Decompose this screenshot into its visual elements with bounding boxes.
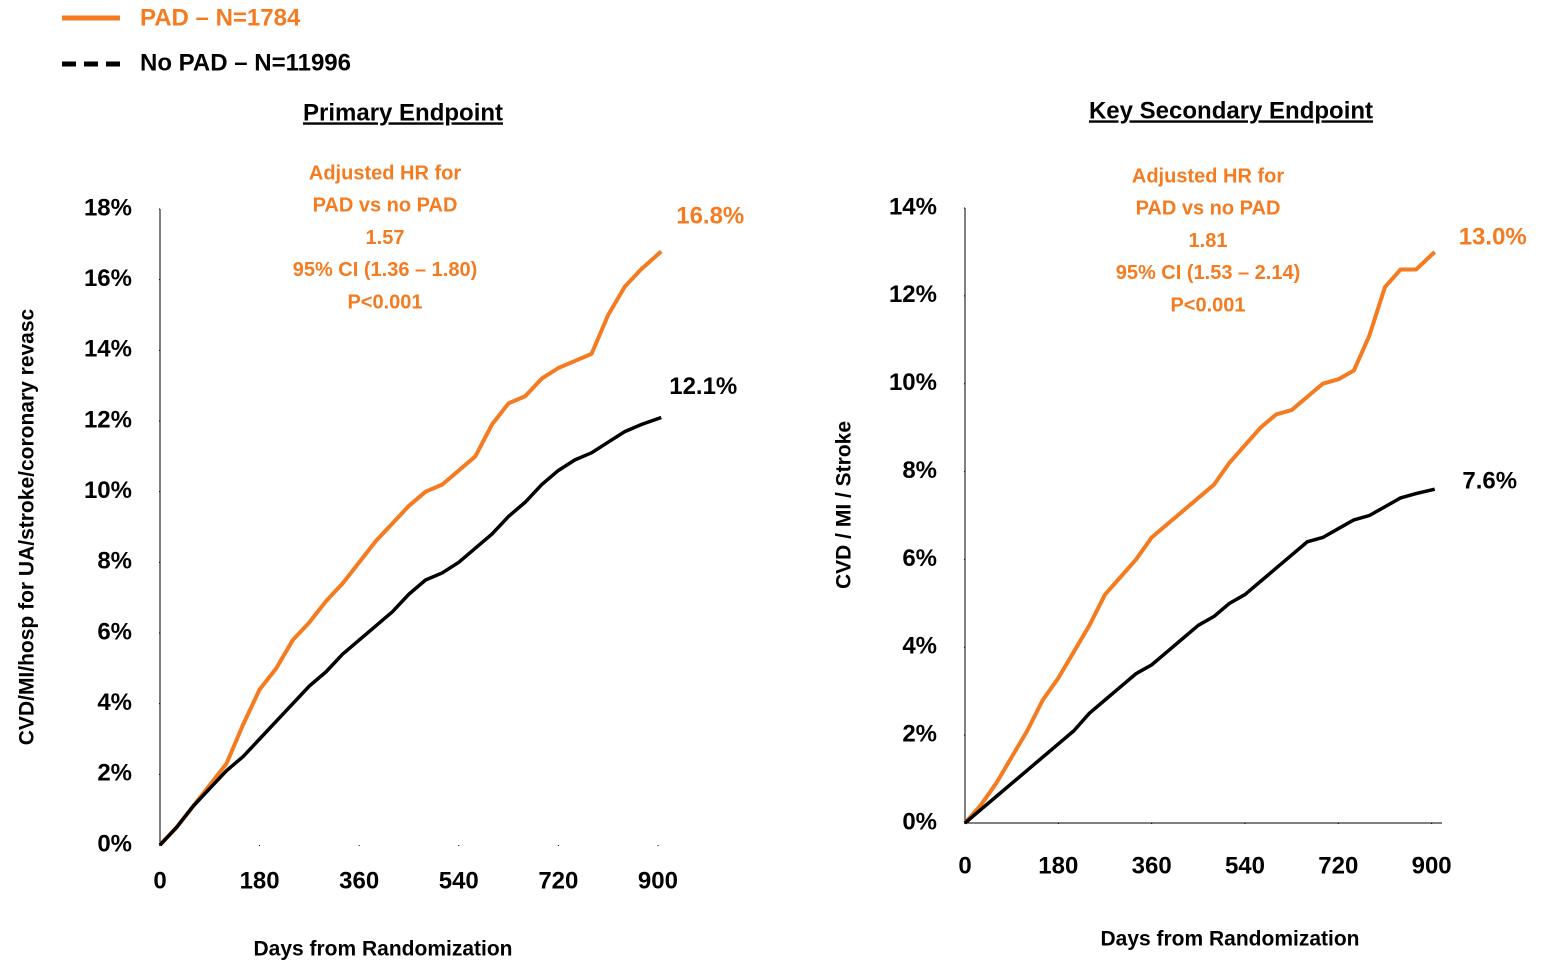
legend-label: PAD – N=1784: [140, 4, 301, 31]
y-tick-label: 4%: [97, 689, 132, 716]
y-tick-label: 12%: [84, 406, 132, 433]
x-axis-title: Days from Randomization: [1100, 928, 1359, 951]
data-label: 16.8%: [676, 203, 744, 230]
annotation: PAD vs no PAD: [313, 195, 458, 217]
y-tick-label: 14%: [84, 336, 132, 363]
x-tick-label: 540: [1225, 852, 1265, 879]
annotation: Adjusted HR for: [1132, 165, 1284, 187]
y-tick-label: 8%: [97, 548, 132, 575]
series-line: [963, 487, 1436, 825]
legend: PAD – N=1784 No PAD – N=11996: [62, 4, 351, 76]
y-tick-label: 18%: [84, 194, 132, 221]
legend-label: No PAD – N=11996: [140, 49, 351, 76]
y-tick-label: 12%: [889, 281, 937, 308]
y-tick-label: 6%: [97, 618, 132, 645]
annotation: PAD vs no PAD: [1136, 198, 1281, 220]
x-tick-label: 360: [339, 867, 379, 894]
x-tick-label: 0: [958, 852, 971, 879]
data-label: 13.0%: [1459, 223, 1527, 250]
x-tick-label: 180: [1038, 852, 1078, 879]
y-axis-title: CVD / MI / Stroke: [833, 421, 856, 589]
x-tick-label: 0: [153, 867, 166, 894]
x-axis-title: Days from Randomization: [253, 938, 512, 961]
x-tick-label: 540: [439, 867, 479, 894]
annotation: 1.57: [366, 227, 405, 249]
x-tick-label: 900: [638, 867, 678, 894]
y-tick-label: 6%: [902, 545, 937, 572]
chart-title: Primary Endpoint: [303, 99, 503, 126]
data-label: 7.6%: [1462, 467, 1517, 494]
x-tick-label: 900: [1412, 852, 1452, 879]
y-tick-label: 2%: [902, 720, 937, 747]
annotation: 95% CI (1.53 – 2.14): [1116, 262, 1301, 284]
y-tick-label: 10%: [889, 369, 937, 396]
y-tick-label: 16%: [84, 265, 132, 292]
y-tick-label: 0%: [97, 830, 132, 857]
x-tick-label: 360: [1132, 852, 1172, 879]
y-tick-label: 0%: [902, 808, 937, 835]
x-tick-label: 720: [1318, 852, 1358, 879]
chart-title: Key Secondary Endpoint: [1089, 97, 1373, 124]
x-tick-label: 180: [240, 867, 280, 894]
annotation: 95% CI (1.36 – 1.80): [293, 259, 478, 281]
x-tick-label: 720: [538, 867, 578, 894]
annotation: P<0.001: [1170, 294, 1245, 316]
y-tick-label: 2%: [97, 760, 132, 787]
series-line: [158, 249, 663, 847]
series-line: [158, 415, 662, 847]
y-axis-title: CVD/MI/hosp for UA/stroke/coronary revas…: [16, 308, 39, 745]
y-tick-label: 10%: [84, 477, 132, 504]
annotation: Adjusted HR for: [309, 162, 461, 184]
data-label: 12.1%: [669, 373, 737, 400]
y-tick-label: 8%: [902, 457, 937, 484]
annotation: P<0.001: [347, 291, 422, 313]
series-line: [963, 250, 1437, 825]
y-tick-label: 4%: [902, 633, 937, 660]
y-tick-label: 14%: [889, 193, 937, 220]
annotation: 1.81: [1189, 230, 1228, 252]
